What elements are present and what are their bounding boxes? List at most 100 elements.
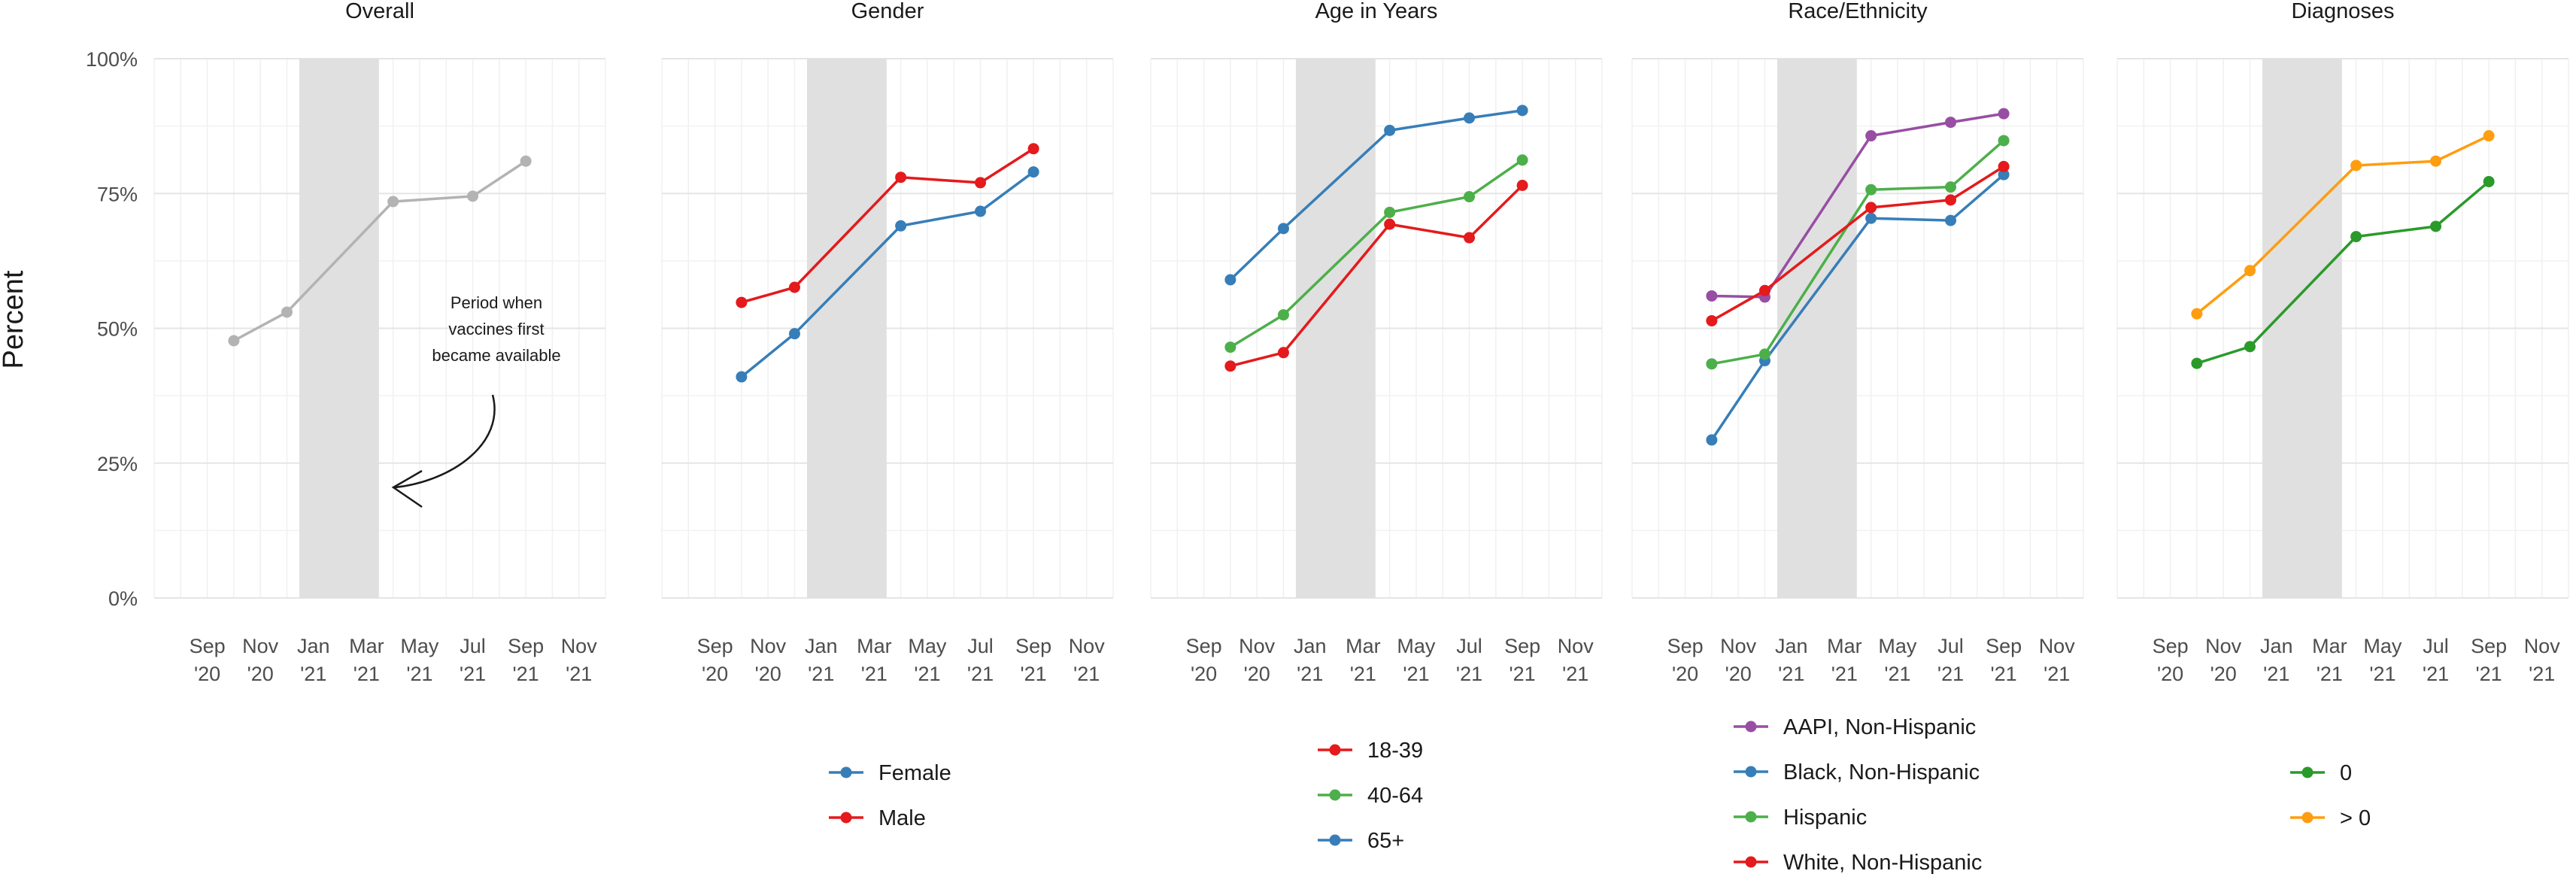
legend-key-point — [1329, 744, 1341, 756]
x-tick-label: Mar '21 — [857, 635, 892, 685]
x-tick-label: Sep '20 — [190, 635, 226, 685]
data-point — [1027, 143, 1039, 155]
x-tick-label: May '21 — [400, 635, 439, 685]
x-tick-label: Jul '21 — [1456, 635, 1482, 685]
series-1 — [2191, 175, 2495, 369]
x-tick-label: Nov '21 — [1069, 635, 1106, 685]
y-tick-label: 75% — [97, 183, 138, 205]
x-tick-label: Jan '21 — [297, 635, 330, 685]
legend-key-point — [1329, 834, 1341, 846]
data-point — [1706, 434, 1718, 446]
data-point — [1224, 341, 1236, 354]
series-1 — [736, 166, 1039, 383]
y-axis-label: Percent — [0, 270, 29, 369]
x-tick-label: Mar '21 — [2312, 635, 2347, 685]
data-point — [1945, 214, 1957, 226]
legend-label: Male — [878, 806, 926, 830]
series-2 — [2191, 130, 2495, 320]
data-point — [281, 306, 293, 318]
x-tick-label: May '21 — [2363, 635, 2402, 685]
x-tick-label: Sep '20 — [2153, 635, 2189, 685]
legend-label: Black, Non-Hispanic — [1783, 760, 1980, 784]
legend-key-point — [1745, 811, 1757, 823]
legend-label: Female — [878, 761, 951, 785]
data-point — [2350, 231, 2362, 243]
x-tick-label: Sep '20 — [697, 635, 733, 685]
y-tick-label: 25% — [97, 453, 138, 475]
panel-3: Age in Years Sep '20 Nov '20 Jan '21 Mar '21 May '… — [1150, 0, 1603, 853]
data-point — [2430, 155, 2442, 167]
legend-label: > 0 — [2340, 806, 2371, 830]
data-point — [1865, 212, 1877, 224]
data-point — [1516, 154, 1528, 166]
data-point — [2430, 220, 2442, 232]
x-tick-label: Nov '20 — [1239, 635, 1276, 685]
annotation-arrow — [394, 394, 496, 489]
series-3 — [1706, 135, 2010, 370]
legend-label: Hispanic — [1783, 806, 1867, 830]
y-tick-label: 100% — [86, 48, 138, 71]
annotation-arrowhead — [391, 469, 423, 508]
x-tick-label: Nov '20 — [2205, 635, 2242, 685]
x-tick-label: Sep '20 — [1186, 635, 1222, 685]
data-point — [1706, 314, 1718, 326]
data-point — [1516, 179, 1528, 191]
panel-1: Overall 0% 25% 50% 75% 100% Sep '20 Nov '20 Jan '21… — [86, 0, 606, 685]
series-line — [2196, 181, 2490, 365]
legend-label: White, Non-Hispanic — [1783, 851, 1982, 875]
x-tick-label: Sep '20 — [1667, 635, 1704, 685]
series-line — [741, 147, 1035, 304]
annotation-line-3: became available — [432, 346, 560, 365]
series-1 — [228, 155, 532, 347]
data-point — [387, 196, 399, 208]
x-tick-label: May '21 — [1878, 635, 1917, 685]
data-point — [1998, 108, 2010, 120]
data-point — [788, 281, 800, 293]
x-tick-label: Mar '21 — [1346, 635, 1381, 685]
panel-title: Age in Years — [1315, 0, 1438, 23]
data-point — [1758, 284, 1770, 296]
panel-title: Diagnoses — [2291, 0, 2394, 23]
series-2 — [1706, 168, 2010, 446]
x-tick-label: Sep '21 — [508, 635, 544, 685]
data-point — [1945, 181, 1957, 193]
series-1 — [1706, 108, 2010, 303]
data-point — [228, 335, 240, 347]
x-tick-label: Sep '21 — [1986, 635, 2022, 685]
legend-key-point — [2301, 766, 2314, 778]
series-line — [740, 171, 1035, 378]
data-point — [1998, 160, 2010, 172]
series-4 — [1706, 160, 2010, 326]
x-tick-label: Jul '21 — [2423, 635, 2449, 685]
data-point — [1758, 348, 1770, 360]
data-point — [2350, 159, 2362, 171]
x-tick-label: May '21 — [908, 635, 947, 685]
legend-label: 0 — [2340, 761, 2352, 785]
panel-2: Gender Sep '20 Nov '20 Jan '21 Mar '21 May '21 Jul '… — [661, 0, 1114, 830]
legend-key-point — [1329, 789, 1341, 801]
data-point — [2244, 341, 2256, 353]
series-line — [1229, 159, 1524, 349]
x-tick-label: Jan '21 — [1775, 635, 1808, 685]
series-3 — [1224, 105, 1528, 286]
data-point — [736, 296, 748, 308]
data-point — [1277, 223, 1289, 235]
x-tick-label: Sep '21 — [2471, 635, 2507, 685]
vaccine-period-annotation: Period when vaccines first became availa… — [391, 293, 561, 508]
data-point — [1464, 232, 1476, 244]
x-tick-label: Nov '20 — [750, 635, 787, 685]
data-point — [1945, 117, 1957, 129]
data-point — [1384, 218, 1396, 230]
data-point — [736, 371, 748, 383]
legend-label: AAPI, Non-Hispanic — [1783, 715, 1976, 739]
y-tick-label: 50% — [97, 318, 138, 341]
data-point — [1384, 206, 1396, 218]
data-point — [1865, 130, 1877, 142]
legend-key-point — [1745, 721, 1757, 733]
data-point — [1706, 358, 1718, 370]
data-point — [2191, 357, 2203, 369]
series-line — [1230, 184, 1524, 368]
data-point — [1945, 194, 1957, 206]
series-line — [2195, 134, 2490, 315]
x-tick-label: Sep '21 — [1015, 635, 1051, 685]
